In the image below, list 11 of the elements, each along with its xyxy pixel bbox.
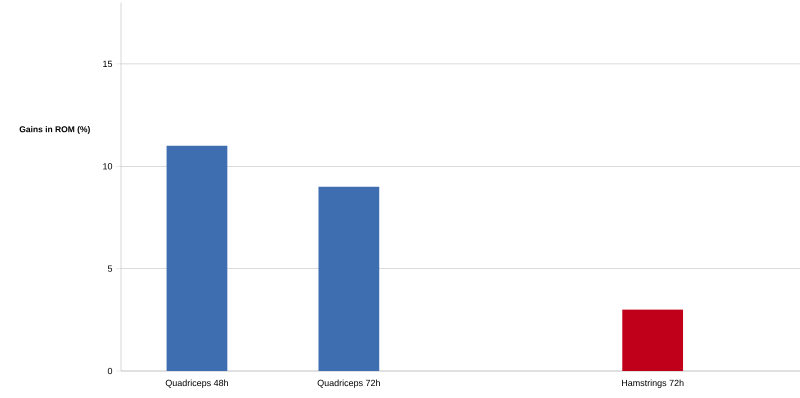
y-tick-label: 5 [108, 266, 112, 272]
y-tick-label: 0 [108, 368, 112, 374]
y-tick-label: 10 [103, 163, 112, 170]
y-axis-title: Gains in ROM (%) [20, 126, 90, 134]
bar [318, 186, 380, 371]
bar [166, 146, 228, 371]
x-tick-label: Quadriceps 48h [166, 380, 228, 388]
x-tick-label: Hamstrings 72h [622, 380, 684, 388]
x-tick-label: Quadriceps 72h [318, 380, 380, 388]
y-tick-label: 15 [103, 60, 112, 68]
bar [622, 310, 684, 371]
